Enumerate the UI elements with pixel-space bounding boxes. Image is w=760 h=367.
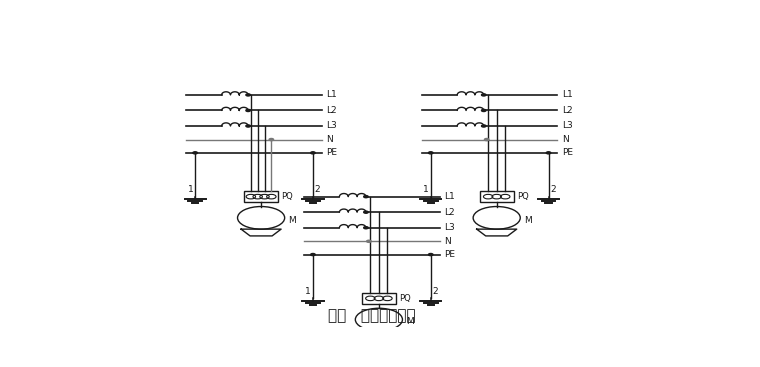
Circle shape	[546, 152, 551, 154]
Circle shape	[429, 152, 433, 154]
Text: PQ: PQ	[281, 192, 293, 201]
Text: N: N	[445, 237, 451, 246]
Circle shape	[269, 138, 274, 141]
Circle shape	[364, 196, 368, 198]
Text: PQ: PQ	[517, 192, 528, 201]
Circle shape	[246, 125, 250, 127]
Text: 2: 2	[550, 185, 556, 194]
Circle shape	[246, 94, 250, 96]
Text: 2: 2	[432, 287, 439, 296]
Bar	[244, 191, 278, 202]
Text: 1: 1	[188, 185, 193, 194]
Text: M: M	[288, 215, 296, 225]
Bar	[362, 293, 396, 304]
Text: N: N	[327, 135, 333, 144]
Circle shape	[482, 94, 486, 96]
Text: PE: PE	[562, 148, 573, 157]
Text: L1: L1	[445, 192, 455, 201]
Text: L2: L2	[445, 208, 455, 217]
Text: L2: L2	[327, 106, 337, 115]
Bar	[480, 191, 514, 202]
Text: 1: 1	[423, 185, 429, 194]
Text: L3: L3	[327, 121, 337, 131]
Circle shape	[429, 254, 433, 256]
Text: 2: 2	[315, 185, 321, 194]
Text: PE: PE	[327, 148, 337, 157]
Text: L3: L3	[445, 223, 455, 232]
Text: L1: L1	[327, 90, 337, 99]
Text: PE: PE	[445, 250, 455, 259]
Circle shape	[482, 125, 486, 127]
Text: 1: 1	[306, 287, 311, 296]
Circle shape	[311, 152, 315, 154]
Circle shape	[364, 211, 368, 213]
Circle shape	[482, 109, 486, 112]
Text: M: M	[524, 215, 531, 225]
Text: M: M	[406, 317, 413, 326]
Text: 图二   漏电接线示意: 图二 漏电接线示意	[328, 308, 416, 323]
Circle shape	[311, 254, 315, 256]
Text: PQ: PQ	[399, 294, 410, 303]
Text: L1: L1	[562, 90, 573, 99]
Text: N: N	[562, 135, 568, 144]
Circle shape	[484, 138, 489, 141]
Circle shape	[364, 227, 368, 229]
Circle shape	[366, 240, 371, 242]
Circle shape	[246, 109, 250, 112]
Circle shape	[193, 152, 198, 154]
Text: L2: L2	[562, 106, 573, 115]
Text: L3: L3	[562, 121, 573, 131]
